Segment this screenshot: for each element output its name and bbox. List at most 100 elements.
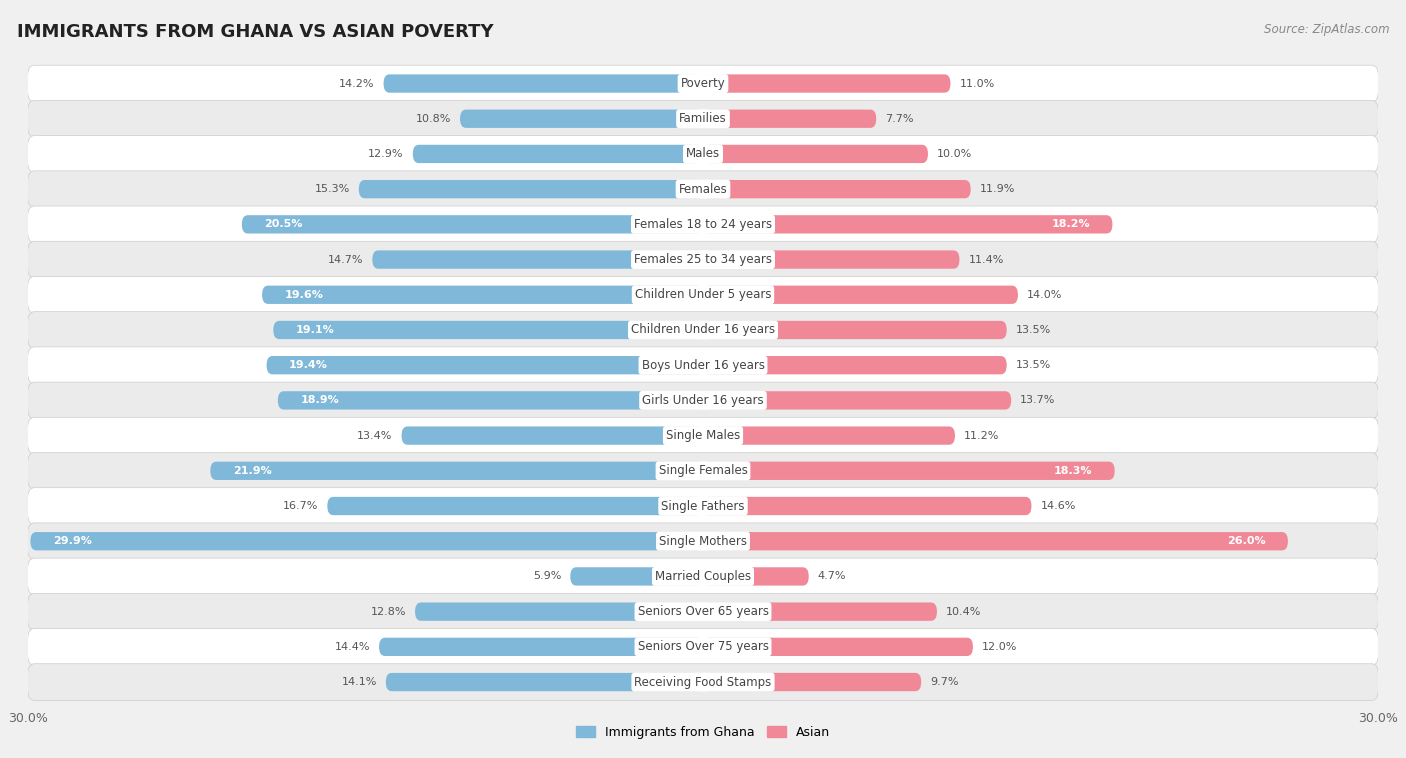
FancyBboxPatch shape	[402, 427, 703, 445]
FancyBboxPatch shape	[703, 603, 936, 621]
FancyBboxPatch shape	[380, 637, 703, 656]
Text: 11.4%: 11.4%	[969, 255, 1004, 265]
FancyBboxPatch shape	[273, 321, 703, 339]
FancyBboxPatch shape	[384, 74, 703, 92]
FancyBboxPatch shape	[28, 312, 1378, 348]
Text: 9.7%: 9.7%	[931, 677, 959, 687]
FancyBboxPatch shape	[703, 356, 1007, 374]
Text: 19.6%: 19.6%	[284, 290, 323, 299]
Text: Girls Under 16 years: Girls Under 16 years	[643, 394, 763, 407]
FancyBboxPatch shape	[28, 277, 1378, 313]
Text: 20.5%: 20.5%	[264, 219, 302, 230]
FancyBboxPatch shape	[385, 673, 703, 691]
Text: 18.9%: 18.9%	[301, 396, 339, 406]
FancyBboxPatch shape	[571, 567, 703, 586]
Text: 21.9%: 21.9%	[233, 466, 271, 476]
Text: 11.2%: 11.2%	[965, 431, 1000, 440]
Text: 13.7%: 13.7%	[1021, 396, 1056, 406]
FancyBboxPatch shape	[703, 532, 1288, 550]
FancyBboxPatch shape	[28, 487, 1378, 525]
Text: 29.9%: 29.9%	[53, 536, 91, 547]
FancyBboxPatch shape	[413, 145, 703, 163]
FancyBboxPatch shape	[703, 496, 1032, 515]
FancyBboxPatch shape	[460, 110, 703, 128]
Text: 11.9%: 11.9%	[980, 184, 1015, 194]
FancyBboxPatch shape	[328, 496, 703, 515]
Text: 13.5%: 13.5%	[1015, 360, 1050, 370]
FancyBboxPatch shape	[359, 180, 703, 199]
Text: Seniors Over 75 years: Seniors Over 75 years	[637, 641, 769, 653]
Text: 13.4%: 13.4%	[357, 431, 392, 440]
FancyBboxPatch shape	[262, 286, 703, 304]
FancyBboxPatch shape	[28, 664, 1378, 700]
FancyBboxPatch shape	[703, 637, 973, 656]
Text: Boys Under 16 years: Boys Under 16 years	[641, 359, 765, 371]
Text: 14.0%: 14.0%	[1026, 290, 1063, 299]
FancyBboxPatch shape	[28, 594, 1378, 630]
Text: 15.3%: 15.3%	[315, 184, 350, 194]
FancyBboxPatch shape	[267, 356, 703, 374]
FancyBboxPatch shape	[28, 241, 1378, 278]
FancyBboxPatch shape	[28, 628, 1378, 666]
Text: 26.0%: 26.0%	[1227, 536, 1265, 547]
FancyBboxPatch shape	[703, 427, 955, 445]
Text: 14.7%: 14.7%	[328, 255, 363, 265]
Text: 14.1%: 14.1%	[342, 677, 377, 687]
Text: 12.9%: 12.9%	[368, 149, 404, 159]
Text: 4.7%: 4.7%	[818, 572, 846, 581]
FancyBboxPatch shape	[415, 603, 703, 621]
Text: 14.4%: 14.4%	[335, 642, 370, 652]
FancyBboxPatch shape	[28, 136, 1378, 172]
Text: 10.8%: 10.8%	[416, 114, 451, 124]
Text: Females 18 to 24 years: Females 18 to 24 years	[634, 218, 772, 231]
FancyBboxPatch shape	[28, 558, 1378, 595]
FancyBboxPatch shape	[278, 391, 703, 409]
FancyBboxPatch shape	[211, 462, 703, 480]
FancyBboxPatch shape	[703, 145, 928, 163]
Text: 18.3%: 18.3%	[1053, 466, 1092, 476]
Text: Married Couples: Married Couples	[655, 570, 751, 583]
FancyBboxPatch shape	[28, 382, 1378, 418]
FancyBboxPatch shape	[703, 110, 876, 128]
FancyBboxPatch shape	[703, 180, 970, 199]
Text: 19.1%: 19.1%	[295, 325, 335, 335]
Text: Source: ZipAtlas.com: Source: ZipAtlas.com	[1264, 23, 1389, 36]
Text: Children Under 5 years: Children Under 5 years	[634, 288, 772, 301]
Text: Single Males: Single Males	[666, 429, 740, 442]
Text: 12.8%: 12.8%	[371, 606, 406, 617]
FancyBboxPatch shape	[28, 347, 1378, 384]
FancyBboxPatch shape	[703, 321, 1007, 339]
FancyBboxPatch shape	[28, 453, 1378, 489]
Legend: Immigrants from Ghana, Asian: Immigrants from Ghana, Asian	[571, 721, 835, 744]
Text: Single Mothers: Single Mothers	[659, 534, 747, 548]
Text: 7.7%: 7.7%	[886, 114, 914, 124]
FancyBboxPatch shape	[703, 215, 1112, 233]
Text: 16.7%: 16.7%	[283, 501, 318, 511]
Text: Single Fathers: Single Fathers	[661, 500, 745, 512]
Text: Single Females: Single Females	[658, 465, 748, 478]
Text: Females 25 to 34 years: Females 25 to 34 years	[634, 253, 772, 266]
FancyBboxPatch shape	[28, 418, 1378, 454]
Text: Families: Families	[679, 112, 727, 125]
Text: 14.6%: 14.6%	[1040, 501, 1076, 511]
Text: 11.0%: 11.0%	[959, 79, 994, 89]
Text: 13.5%: 13.5%	[1015, 325, 1050, 335]
Text: 10.0%: 10.0%	[936, 149, 972, 159]
FancyBboxPatch shape	[31, 532, 703, 550]
FancyBboxPatch shape	[703, 286, 1018, 304]
FancyBboxPatch shape	[703, 567, 808, 586]
Text: 18.2%: 18.2%	[1052, 219, 1090, 230]
FancyBboxPatch shape	[703, 250, 959, 269]
Text: Seniors Over 65 years: Seniors Over 65 years	[637, 605, 769, 618]
Text: Receiving Food Stamps: Receiving Food Stamps	[634, 675, 772, 688]
Text: 12.0%: 12.0%	[981, 642, 1018, 652]
FancyBboxPatch shape	[28, 65, 1378, 102]
FancyBboxPatch shape	[28, 171, 1378, 208]
FancyBboxPatch shape	[703, 391, 1011, 409]
Text: Children Under 16 years: Children Under 16 years	[631, 324, 775, 337]
FancyBboxPatch shape	[242, 215, 703, 233]
FancyBboxPatch shape	[373, 250, 703, 269]
Text: 10.4%: 10.4%	[946, 606, 981, 617]
FancyBboxPatch shape	[28, 100, 1378, 137]
Text: Males: Males	[686, 148, 720, 161]
